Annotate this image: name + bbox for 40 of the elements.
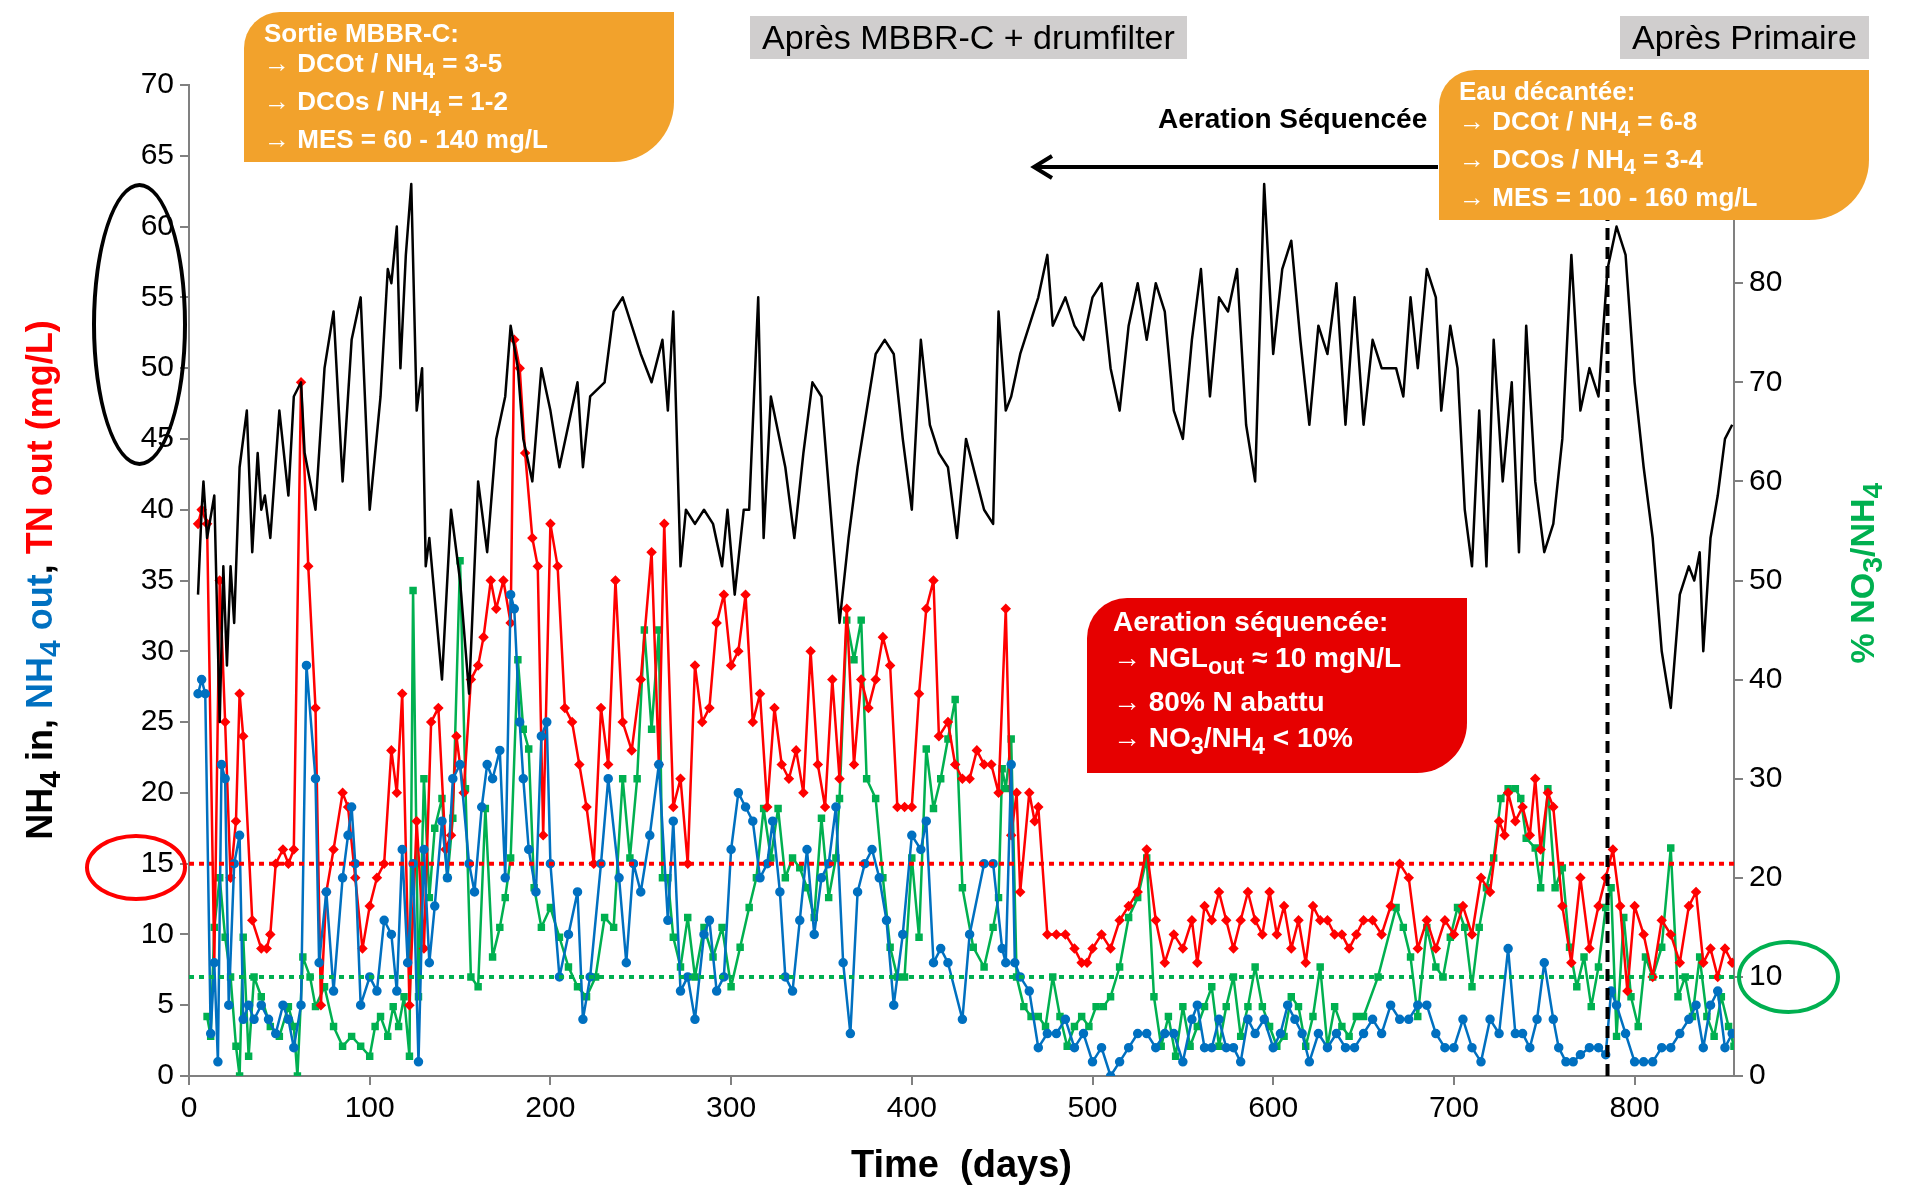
- y2-tick-label: 80: [1749, 264, 1783, 298]
- y-tick-label: 0: [157, 1057, 174, 1091]
- x-tick-label: 700: [1428, 1090, 1479, 1124]
- x-tick-label: 500: [1067, 1090, 1118, 1124]
- y-tick-label: 5: [157, 986, 174, 1020]
- x-tick-label: 0: [180, 1090, 198, 1124]
- x-tick-label: 200: [525, 1090, 576, 1124]
- callout-box: Eau décantée: → DCOt / NH$_{4}$ = 6-8 → DCOs / NH$_{4}$ = 3-4 → MES = 100 - 160 mg/L: [1439, 70, 1869, 221]
- y-tick-label: 20: [140, 774, 174, 808]
- y2-tick-label: 50: [1749, 561, 1783, 595]
- annotation: Eau décantée: → DCOt / NH$_{4}$ = 6-8 → DCOs / NH$_{4}$ = 3-4 → MES = 100 - 160 mg/L: [1459, 76, 1758, 213]
- x-tick-label: 400: [886, 1090, 937, 1124]
- y-tick-label: 30: [140, 632, 174, 666]
- callout-box: Après MBBR-C + drumfilter: [750, 16, 1187, 59]
- callout-box: Aeration séquencée: → NGL$_{out}$ ≈ 10 mgN/L → 80% N abattu → NO$_{3}$/NH$_{4}$ < 10%: [1087, 598, 1467, 774]
- y-tick-label: 50: [140, 349, 174, 383]
- y-tick-label: 35: [140, 561, 174, 595]
- callout-box: Sortie MBBR-C: → DCOt / NH$_{4}$ = 3-5 → DCOs / NH$_{4}$ = 1-2 → MES = 60 - 140 mg/L: [244, 12, 674, 163]
- y-tick-label: 25: [140, 703, 174, 737]
- callout-box: Après Primaire: [1620, 16, 1869, 59]
- y2-tick-label: 0: [1749, 1057, 1766, 1091]
- y2-tick-label: 30: [1749, 759, 1783, 793]
- y-tick-label: 10: [140, 915, 174, 949]
- y2-tick-label: 60: [1749, 462, 1783, 496]
- y-tick-label: 65: [140, 137, 174, 171]
- y-tick-label: 55: [140, 278, 174, 312]
- annotation: Sortie MBBR-C: → DCOt / NH$_{4}$ = 3-5 → DCOs / NH$_{4}$ = 1-2 → MES = 60 - 140 mg/L: [264, 18, 548, 155]
- y2-tick-label: 10: [1749, 958, 1783, 992]
- y-tick-label: 40: [140, 490, 174, 524]
- y2-tick-label: 70: [1749, 363, 1783, 397]
- y2-tick-label: 40: [1749, 660, 1783, 694]
- x-axis-title: Time (days): [850, 1142, 1073, 1185]
- x-tick-label: 300: [706, 1090, 757, 1124]
- annotation: Aeration Séquencée: [1158, 103, 1428, 134]
- x-tick-label: 100: [344, 1090, 395, 1124]
- y-tick-label: 70: [140, 66, 174, 100]
- y2-tick-label: 20: [1749, 859, 1783, 893]
- x-tick-label: 800: [1609, 1090, 1660, 1124]
- x-tick-label: 600: [1248, 1090, 1299, 1124]
- y-tick-label: 15: [140, 844, 174, 878]
